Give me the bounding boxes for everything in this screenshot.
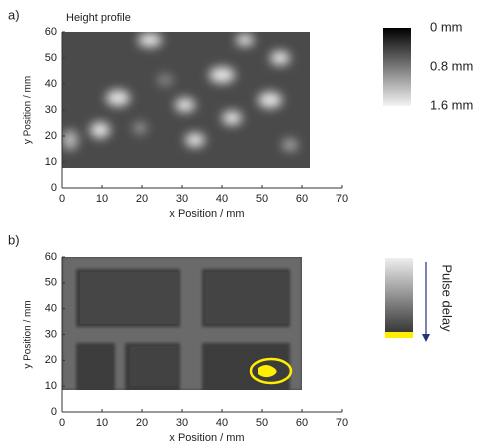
x-axis-label: x Position / mm	[169, 432, 244, 444]
y-axis-label: y Position / mm	[23, 300, 34, 368]
colorbar-label: 0.8 mm	[430, 58, 473, 73]
x-tick-label: 30	[176, 193, 188, 205]
y-tick-label: 40	[45, 78, 57, 90]
y-tick-label: 20	[45, 354, 57, 366]
y-tick-label: 10	[45, 156, 57, 168]
chart-title: Height profile	[66, 12, 131, 24]
colorbar	[385, 258, 413, 334]
x-tick-label: 30	[176, 417, 188, 429]
colorbar-title: Pulse delay	[440, 264, 455, 332]
colorbar-label: 1.6 mm	[430, 97, 473, 112]
arrow-head	[422, 334, 430, 342]
heatmap-image	[62, 257, 302, 390]
y-tick-label: 10	[45, 380, 57, 392]
x-tick-label: 0	[59, 193, 65, 205]
x-tick-label: 40	[216, 193, 228, 205]
y-tick-label: 50	[45, 52, 57, 64]
y-tick-label: 20	[45, 130, 57, 142]
x-tick-label: 70	[336, 193, 348, 205]
x-tick-label: 60	[296, 417, 308, 429]
x-tick-label: 10	[96, 417, 108, 429]
heatmap-image	[62, 32, 310, 168]
x-tick-label: 40	[216, 417, 228, 429]
y-tick-label: 60	[45, 251, 57, 263]
y-tick-label: 60	[45, 26, 57, 38]
y-tick-label: 40	[45, 303, 57, 315]
y-tick-label: 0	[51, 182, 57, 194]
x-tick-label: 10	[96, 193, 108, 205]
x-tick-label: 70	[336, 417, 348, 429]
x-tick-label: 20	[136, 193, 148, 205]
colorbar	[383, 28, 411, 106]
colorbar-highlight	[385, 332, 413, 338]
x-tick-label: 20	[136, 417, 148, 429]
panel-label: b)	[8, 232, 20, 247]
x-tick-label: 50	[256, 193, 268, 205]
y-tick-label: 30	[45, 328, 57, 340]
x-axis-label: x Position / mm	[169, 208, 244, 220]
y-tick-label: 50	[45, 277, 57, 289]
panel-label: a)	[8, 7, 20, 22]
y-axis-label: y Position / mm	[23, 76, 34, 144]
x-tick-label: 0	[59, 417, 65, 429]
x-tick-label: 60	[296, 193, 308, 205]
y-tick-label: 30	[45, 104, 57, 116]
y-tick-label: 0	[51, 406, 57, 418]
x-tick-label: 50	[256, 417, 268, 429]
colorbar-label: 0 mm	[430, 19, 463, 34]
